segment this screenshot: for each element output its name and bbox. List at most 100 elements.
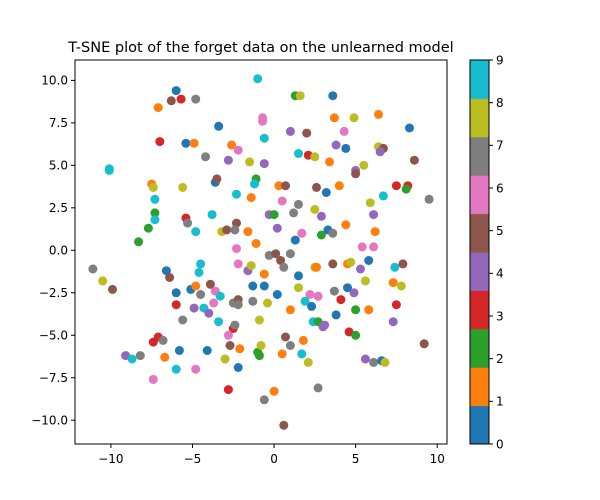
scatter-point-91 <box>328 228 338 238</box>
scatter-point-16 <box>285 126 295 136</box>
scatter-point-30 <box>201 152 210 162</box>
scatter-point-176 <box>388 317 398 327</box>
scatter-point-54 <box>401 184 411 194</box>
colorbar-segment-1 <box>470 367 489 407</box>
scatter-point-99 <box>98 276 108 286</box>
scatter-point-25 <box>331 140 341 150</box>
colorbar-tick-label: 5 <box>496 224 504 238</box>
colorbar: 0 1 2 3 4 5 6 7 8 9 <box>469 53 504 451</box>
scatter-point-29 <box>375 147 385 157</box>
scatter-point-142 <box>343 283 352 293</box>
scatter-point-177 <box>419 339 429 349</box>
scatter-point-154 <box>307 301 317 311</box>
scatter-point-18 <box>339 126 349 136</box>
scatter-point-10 <box>258 116 268 126</box>
scatter-point-107 <box>246 261 256 271</box>
scatter-point-44 <box>250 179 259 189</box>
colorbar-segment-2 <box>470 328 489 368</box>
colorbar-tick-label: 8 <box>496 96 504 110</box>
scatter-point-57 <box>148 182 158 192</box>
scatter-point-168 <box>230 320 240 330</box>
scatter-point-117 <box>328 259 338 269</box>
chart-title: T-SNE plot of the forget data on the unl… <box>67 40 453 56</box>
scatter-point-104 <box>194 267 204 277</box>
scatter-point-102 <box>165 273 175 282</box>
x-tick-label: 5 <box>352 452 360 466</box>
scatter-point-69 <box>104 165 114 175</box>
scatter-point-175 <box>351 330 361 340</box>
scatter-point-129 <box>191 281 201 291</box>
scatter-point-199 <box>171 364 181 374</box>
colorbar-tick-label: 2 <box>496 352 504 366</box>
scatter-point-204 <box>223 385 233 395</box>
scatter-point-187 <box>254 351 264 361</box>
y-tick-label: 10.0 <box>41 74 68 88</box>
scatter-point-197 <box>127 354 137 364</box>
scatter-point-181 <box>174 346 184 355</box>
scatter-point-147 <box>209 298 219 308</box>
colorbar-tick-label: 1 <box>496 395 504 409</box>
scatter-point-143 <box>349 288 359 298</box>
scatter-point-33 <box>259 159 269 169</box>
scatter-point-206 <box>269 386 279 396</box>
scatter-point-90 <box>316 230 326 240</box>
x-tick-label: −10 <box>98 452 123 466</box>
scatter-point-170 <box>285 305 295 315</box>
scatter-point-111 <box>276 256 286 265</box>
scatter-point-47 <box>312 182 321 192</box>
scatter-point-131 <box>196 290 206 299</box>
scatter-point-120 <box>356 264 365 274</box>
scatter-point-19 <box>259 133 269 143</box>
scatter-point-153 <box>300 296 310 306</box>
scatter-point-164 <box>189 303 199 313</box>
scatter-point-85 <box>222 225 232 235</box>
scatter-point-7 <box>191 94 201 104</box>
x-tick-label: −5 <box>184 452 202 466</box>
scatter-point-74 <box>207 210 217 220</box>
scatter-point-158 <box>318 322 328 332</box>
scatter-point-80 <box>341 220 351 230</box>
scatter-point-13 <box>374 109 383 119</box>
colorbar-segment-3 <box>470 290 489 330</box>
colorbar-tick-label: 9 <box>496 53 504 67</box>
scatter-point-96 <box>357 242 367 252</box>
scatter-point-61 <box>246 193 256 203</box>
scatter-point-88 <box>272 223 282 233</box>
scatter-point-124 <box>360 276 370 286</box>
scatter-point-86 <box>230 225 240 235</box>
colorbar-segment-4 <box>470 252 489 291</box>
scatter-point-108 <box>259 269 269 279</box>
scatter-point-20 <box>155 137 165 147</box>
scatter-point-125 <box>388 278 398 288</box>
colorbar-segment-6 <box>470 175 489 215</box>
colorbar-segment-7 <box>470 136 489 176</box>
scatter-point-95 <box>290 235 300 245</box>
scatter-point-52 <box>391 181 401 191</box>
scatter-point-205 <box>259 395 269 405</box>
scatter-point-119 <box>346 257 356 267</box>
scatter-point-183 <box>202 346 212 355</box>
colorbar-tick-label: 6 <box>496 181 504 195</box>
scatter-point-32 <box>245 157 255 167</box>
scatter-point-55 <box>424 194 434 204</box>
scatter-point-78 <box>289 208 299 218</box>
scatter-point-185 <box>235 344 245 354</box>
scatter-point-165 <box>214 317 224 327</box>
y-tick-label: −7.5 <box>39 371 68 385</box>
scatter-point-127 <box>171 288 181 298</box>
y-tick-label: −5.0 <box>39 329 68 343</box>
colorbar-tick-label: 4 <box>496 267 504 281</box>
scatter-point-8 <box>153 103 163 113</box>
scatter-point-169 <box>254 315 264 325</box>
scatter-point-112 <box>279 262 289 272</box>
scatter-point-67 <box>369 210 379 220</box>
scatter-point-113 <box>285 249 295 259</box>
scatter-point-184 <box>225 341 235 350</box>
scatter-point-89 <box>297 228 307 238</box>
scatter-point-207 <box>313 383 323 393</box>
scatter-point-151 <box>248 296 258 306</box>
colorbar-segment-0 <box>470 405 489 445</box>
scatter-point-21 <box>181 138 191 148</box>
scatter-point-150 <box>233 300 243 310</box>
scatter-point-6 <box>166 96 176 106</box>
